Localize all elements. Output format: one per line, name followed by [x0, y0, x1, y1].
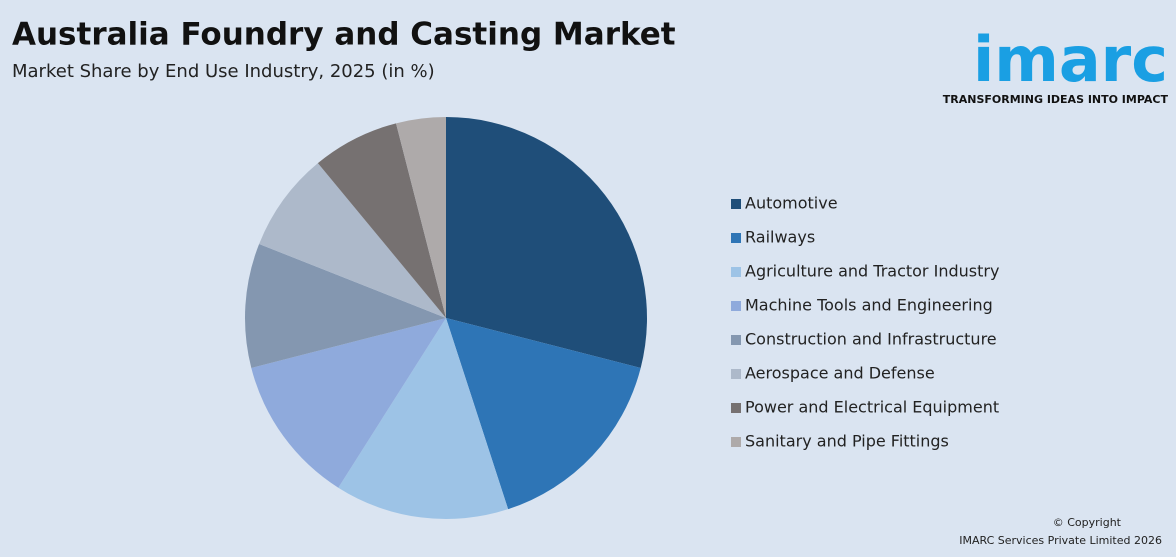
legend-label: Aerospace and Defense — [745, 364, 935, 383]
copyright: © Copyright — [1053, 516, 1122, 529]
legend-label: Machine Tools and Engineering — [745, 296, 993, 315]
legend-swatch — [731, 369, 741, 379]
legend-label: Power and Electrical Equipment — [745, 398, 999, 417]
pie-slice — [338, 318, 509, 519]
legend-swatch — [731, 301, 741, 311]
logo-tagline: TRANSFORMING IDEAS INTO IMPACT — [943, 93, 1169, 106]
legend-swatch — [731, 437, 741, 447]
pie-slice — [396, 117, 446, 318]
legend-label: Construction and Infrastructure — [745, 330, 997, 349]
legend-swatch — [731, 267, 741, 277]
pie-slice — [446, 318, 641, 510]
pie-slice — [446, 117, 647, 368]
legend-swatch — [731, 233, 741, 243]
legend-swatch — [731, 403, 741, 413]
legend-label: Automotive — [745, 194, 838, 213]
chart-title: Australia Foundry and Casting Market — [12, 17, 676, 53]
company: IMARC Services Private Limited 2026 — [959, 534, 1162, 547]
legend-label: Agriculture and Tractor Industry — [745, 262, 999, 281]
pie-slice — [317, 123, 446, 318]
legend-swatch — [731, 199, 741, 209]
legend-label: Sanitary and Pipe Fittings — [745, 432, 949, 451]
logo: imarc — [973, 23, 1168, 96]
pie-slice — [245, 244, 446, 368]
legend-label: Railways — [745, 228, 815, 247]
chart-subtitle: Market Share by End Use Industry, 2025 (… — [12, 61, 435, 82]
legend-swatch — [731, 335, 741, 345]
pie-slice — [251, 318, 446, 488]
pie-slice — [259, 163, 446, 318]
